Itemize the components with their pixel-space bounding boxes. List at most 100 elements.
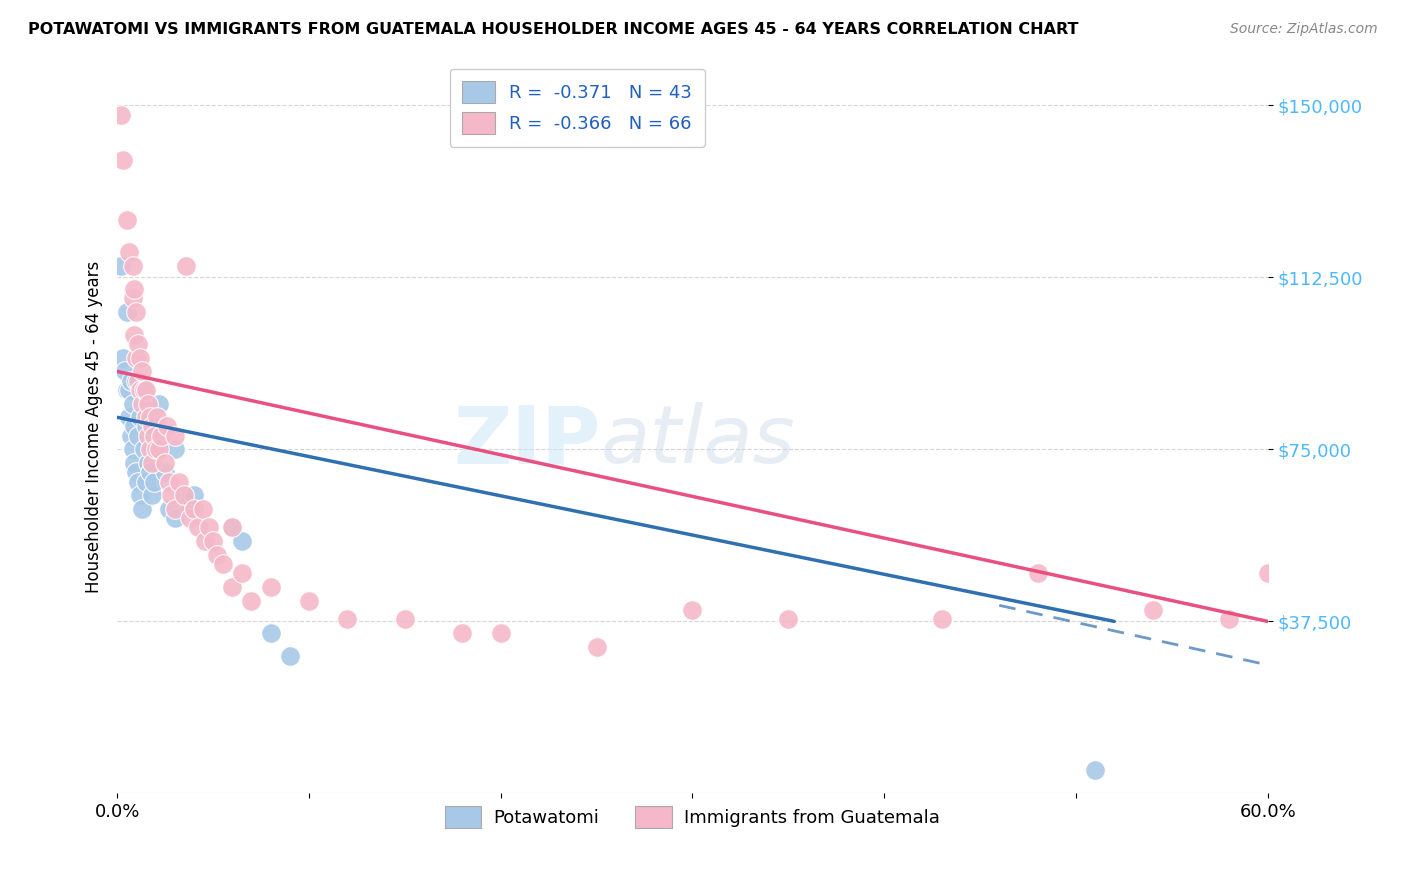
Point	[681, 603, 703, 617]
Point	[221, 580, 243, 594]
Point	[194, 534, 217, 549]
Point	[193, 502, 215, 516]
Point	[131, 396, 153, 410]
Point	[115, 305, 138, 319]
Point	[115, 213, 138, 227]
Point	[221, 520, 243, 534]
Point	[121, 442, 143, 457]
Point	[118, 383, 141, 397]
Point	[240, 593, 263, 607]
Point	[231, 566, 253, 581]
Point	[163, 511, 186, 525]
Point	[157, 502, 180, 516]
Point	[132, 383, 155, 397]
Point	[110, 108, 132, 122]
Point	[163, 502, 186, 516]
Point	[148, 442, 170, 457]
Point	[173, 488, 195, 502]
Point	[160, 488, 183, 502]
Point	[231, 534, 253, 549]
Point	[145, 442, 167, 457]
Point	[118, 410, 141, 425]
Point	[121, 291, 143, 305]
Point	[451, 625, 474, 640]
Point	[135, 410, 157, 425]
Point	[114, 364, 136, 378]
Point	[131, 502, 153, 516]
Point	[1026, 566, 1049, 581]
Text: atlas: atlas	[600, 402, 796, 480]
Point	[127, 374, 149, 388]
Point	[115, 383, 138, 397]
Point	[127, 337, 149, 351]
Point	[148, 396, 170, 410]
Point	[153, 466, 176, 480]
Point	[179, 511, 201, 525]
Point	[198, 520, 221, 534]
Point	[136, 456, 159, 470]
Point	[111, 153, 134, 168]
Point	[298, 593, 321, 607]
Point	[129, 410, 152, 425]
Point	[221, 520, 243, 534]
Point	[125, 466, 148, 480]
Point	[211, 557, 233, 571]
Point	[136, 396, 159, 410]
Point	[120, 428, 142, 442]
Point	[1218, 612, 1240, 626]
Point	[125, 305, 148, 319]
Point	[179, 502, 201, 516]
Point	[167, 475, 190, 489]
Y-axis label: Householder Income Ages 45 - 64 years: Householder Income Ages 45 - 64 years	[86, 260, 103, 592]
Point	[202, 534, 225, 549]
Point	[173, 488, 195, 502]
Point	[336, 612, 359, 626]
Point	[124, 327, 146, 342]
Point	[135, 475, 157, 489]
Point	[187, 520, 209, 534]
Point	[141, 488, 163, 502]
Point	[278, 648, 301, 663]
Point	[157, 475, 180, 489]
Point	[156, 419, 179, 434]
Point	[131, 364, 153, 378]
Point	[778, 612, 800, 626]
Point	[129, 351, 152, 365]
Point	[1084, 764, 1107, 778]
Point	[1257, 566, 1279, 581]
Point	[139, 466, 162, 480]
Point	[142, 475, 165, 489]
Point	[124, 282, 146, 296]
Point	[163, 442, 186, 457]
Point	[259, 580, 281, 594]
Point	[125, 351, 148, 365]
Point	[139, 442, 162, 457]
Point	[141, 419, 163, 434]
Point	[132, 442, 155, 457]
Point	[120, 374, 142, 388]
Point	[135, 383, 157, 397]
Text: ZIP: ZIP	[453, 402, 600, 480]
Point	[259, 625, 281, 640]
Point	[183, 502, 205, 516]
Point	[150, 428, 173, 442]
Point	[174, 259, 197, 273]
Point	[931, 612, 953, 626]
Point	[183, 488, 205, 502]
Point	[127, 475, 149, 489]
Point	[205, 548, 228, 562]
Point	[124, 456, 146, 470]
Point	[150, 442, 173, 457]
Point	[118, 245, 141, 260]
Point	[146, 410, 169, 425]
Point	[135, 419, 157, 434]
Point	[153, 456, 176, 470]
Point	[145, 442, 167, 457]
Point	[121, 396, 143, 410]
Point	[489, 625, 512, 640]
Text: POTAWATOMI VS IMMIGRANTS FROM GUATEMALA HOUSEHOLDER INCOME AGES 45 - 64 YEARS CO: POTAWATOMI VS IMMIGRANTS FROM GUATEMALA …	[28, 22, 1078, 37]
Point	[131, 383, 153, 397]
Point	[585, 640, 607, 654]
Point	[110, 259, 132, 273]
Point	[1142, 603, 1164, 617]
